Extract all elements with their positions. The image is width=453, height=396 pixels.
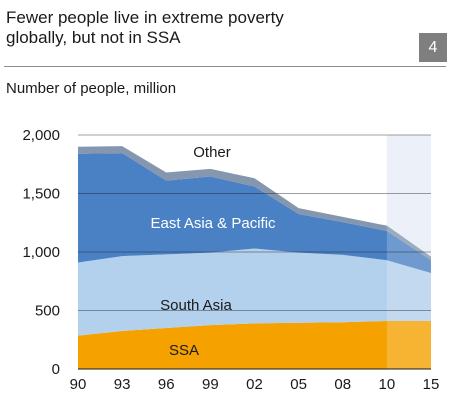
x-tick-label: 15 bbox=[423, 376, 440, 393]
x-tick-label: 05 bbox=[290, 376, 307, 393]
exhibit-number-badge: 4 bbox=[419, 33, 447, 62]
x-tick-label: 96 bbox=[158, 376, 175, 393]
y-tick-label: 1,000 bbox=[22, 244, 60, 261]
y-tick-label: 2,000 bbox=[22, 127, 60, 144]
y-tick-label: 0 bbox=[52, 361, 60, 378]
x-tick-label: 10 bbox=[379, 376, 396, 393]
series-label-other: Other bbox=[193, 144, 231, 161]
x-tick-label: 02 bbox=[246, 376, 263, 393]
x-tick-label: 08 bbox=[334, 376, 351, 393]
chart-title: Fewer people live in extreme poverty glo… bbox=[6, 8, 386, 48]
series-label-east-asia-pacific: East Asia & Pacific bbox=[150, 215, 276, 232]
x-tick-label: 99 bbox=[202, 376, 219, 393]
x-tick-label: 90 bbox=[70, 376, 87, 393]
series-label-south-asia: South Asia bbox=[160, 297, 232, 314]
series-area-ssa bbox=[78, 321, 431, 369]
x-tick-label: 93 bbox=[114, 376, 131, 393]
series-area-east-asia-pacific bbox=[78, 153, 431, 274]
series-area-other bbox=[78, 146, 431, 261]
title-divider bbox=[4, 66, 446, 67]
series-area-south-asia bbox=[78, 248, 431, 336]
chart-title-line-1: Fewer people live in extreme poverty bbox=[6, 8, 284, 27]
y-tick-label: 500 bbox=[35, 303, 60, 320]
series-label-ssa: SSA bbox=[169, 342, 199, 359]
chart-title-line-2: globally, but not in SSA bbox=[6, 28, 181, 47]
chart-subtitle: Number of people, million bbox=[6, 80, 177, 97]
y-tick-label: 1,500 bbox=[22, 186, 60, 203]
